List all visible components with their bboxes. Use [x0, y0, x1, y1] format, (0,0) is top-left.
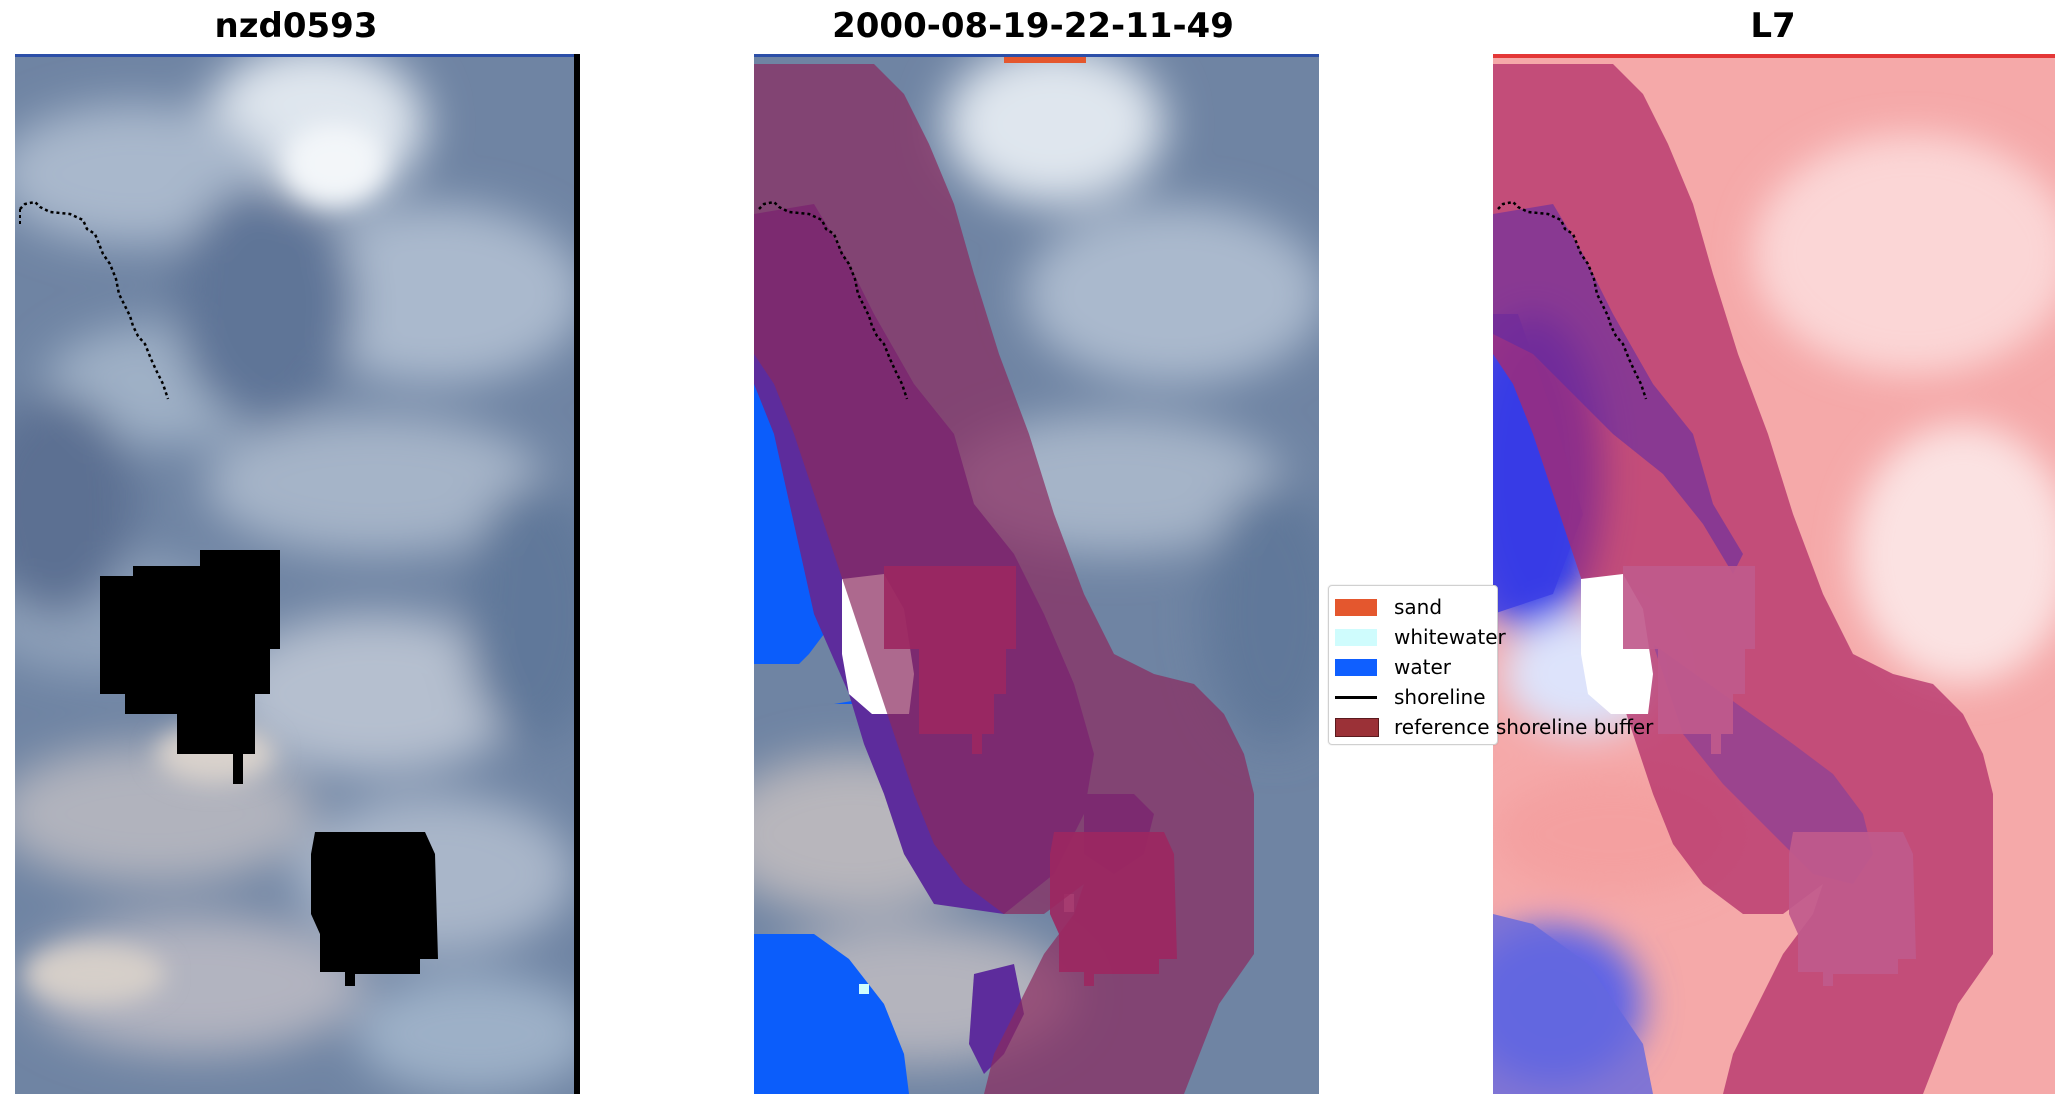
legend-swatch-reference-buffer	[1335, 717, 1379, 737]
water-region	[754, 934, 909, 1094]
shoreline-line	[758, 200, 909, 400]
water-under-buffer	[969, 964, 1024, 1074]
whitewater-region	[859, 984, 869, 994]
index-panel	[1493, 54, 2055, 1094]
panel-title-satellite: L7	[1750, 6, 1796, 46]
masked-cloud-patch	[884, 566, 1016, 754]
legend-label: whitewater	[1394, 625, 1506, 649]
rgb-image	[15, 54, 580, 1094]
panel-title-date: 2000-08-19-22-11-49	[832, 6, 1234, 46]
cloud-mask-region	[100, 550, 280, 784]
masked-cloud-patch	[1623, 566, 1755, 754]
legend: sand whitewater water shoreline referenc…	[1328, 585, 1653, 745]
legend-item-water: water	[1329, 654, 1549, 680]
rgb-image-panel	[15, 54, 580, 1094]
legend-item-reference-buffer: reference shoreline buffer	[1329, 714, 1653, 740]
legend-item-whitewater: whitewater	[1329, 624, 1549, 650]
shoreline-line	[19, 200, 170, 400]
legend-swatch-sand	[1335, 598, 1377, 616]
cloud-mask-region	[311, 832, 438, 986]
legend-item-sand: sand	[1329, 594, 1549, 620]
legend-swatch-water	[1335, 658, 1377, 676]
classification-image	[754, 54, 1319, 1094]
legend-item-shoreline: shoreline	[1329, 684, 1549, 710]
legend-label: sand	[1394, 595, 1443, 619]
legend-swatch-whitewater	[1335, 628, 1377, 646]
legend-label: reference shoreline buffer	[1394, 715, 1654, 739]
masked-cloud-patch	[1050, 832, 1177, 986]
shoreline-line	[1497, 200, 1648, 400]
legend-label: water	[1394, 655, 1451, 679]
legend-label: shoreline	[1394, 685, 1486, 709]
panel-title-image-id: nzd0593	[214, 6, 378, 46]
legend-swatch-shoreline	[1335, 695, 1377, 699]
classification-panel	[754, 54, 1319, 1094]
masked-cloud-patch	[1789, 832, 1916, 986]
index-image	[1493, 54, 2055, 1094]
